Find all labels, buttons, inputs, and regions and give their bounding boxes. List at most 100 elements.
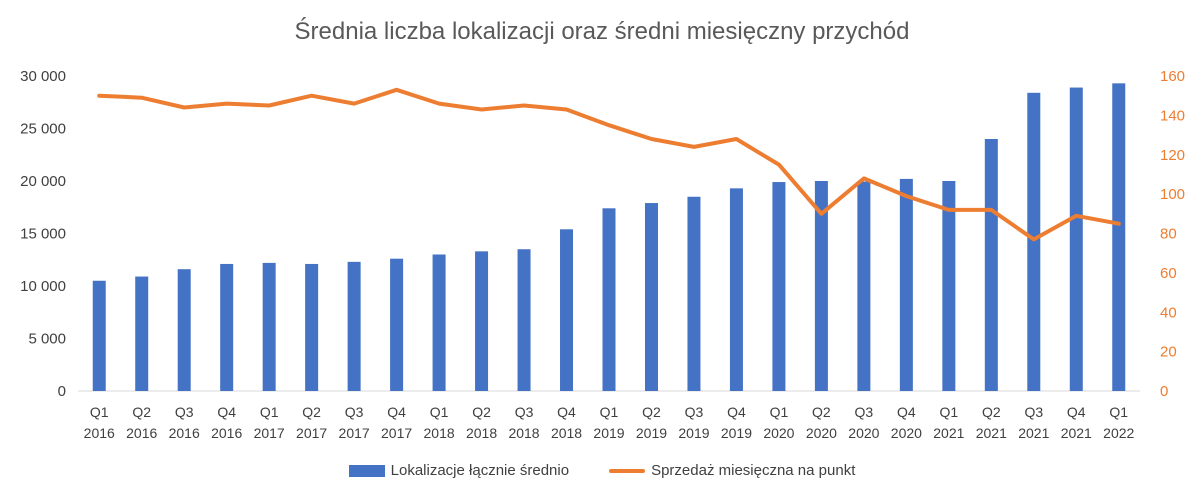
bar [772, 182, 786, 391]
bar [1027, 92, 1041, 392]
right-tick-label: 100 [1160, 186, 1185, 203]
bar [475, 251, 489, 391]
category-label-quarter: Q2 [132, 404, 151, 420]
category-label-year: 2017 [296, 425, 327, 441]
category-label-quarter: Q1 [1109, 404, 1128, 420]
bar [262, 262, 276, 391]
right-tick-label: 160 [1160, 68, 1185, 85]
category-label-quarter: Q3 [345, 404, 364, 420]
right-tick-label: 80 [1160, 226, 1177, 243]
category-label-quarter: Q2 [472, 404, 491, 420]
category-label-quarter: Q2 [642, 404, 661, 420]
category-label-year: 2019 [636, 425, 667, 441]
category-label-year: 2018 [551, 425, 582, 441]
category-label-quarter: Q2 [982, 404, 1001, 420]
category-label-quarter: Q4 [217, 404, 236, 420]
chart-title: Średnia liczba lokalizacji oraz średni m… [294, 18, 910, 45]
right-tick-label: 60 [1160, 265, 1177, 282]
bar [644, 203, 658, 391]
right-tick-label: 40 [1160, 304, 1177, 321]
category-label-year: 2021 [1018, 425, 1049, 441]
category-label-quarter: Q3 [1024, 404, 1043, 420]
category-label-year: 2019 [721, 425, 752, 441]
bar [560, 229, 574, 391]
left-tick-label: 25 000 [20, 121, 66, 138]
category-label-quarter: Q3 [685, 404, 704, 420]
bar [390, 258, 404, 391]
category-label-quarter: Q1 [260, 404, 279, 420]
left-tick-label: 10 000 [20, 278, 66, 295]
legend-label-bars: Lokalizacje łącznie średnio [390, 462, 570, 479]
category-label-year: 2017 [339, 425, 370, 441]
left-tick-label: 5 000 [28, 331, 66, 348]
bar [899, 178, 913, 391]
bar [92, 280, 106, 391]
bar [135, 276, 149, 391]
category-label-quarter: Q4 [387, 404, 406, 420]
right-tick-label: 20 [1160, 344, 1177, 361]
category-label-year: 2021 [976, 425, 1007, 441]
right-axis: 0 20 40 60 80 100 120 140 160 [1160, 68, 1185, 400]
bar [942, 181, 956, 391]
left-tick-label: 15 000 [20, 226, 66, 243]
legend-swatch-line [609, 468, 646, 473]
category-label-quarter: Q4 [557, 404, 576, 420]
category-label-year: 2020 [763, 425, 794, 441]
bar [1069, 87, 1083, 392]
bar [347, 261, 361, 391]
bar [857, 181, 871, 391]
line-series [97, 87, 1121, 242]
category-label-year: 2016 [84, 425, 115, 441]
category-label-year: 2020 [806, 425, 837, 441]
category-label-quarter: Q1 [770, 404, 789, 420]
category-label-year: 2019 [593, 425, 624, 441]
bar [432, 254, 446, 391]
bar-series [92, 83, 1126, 392]
right-tick-label: 0 [1160, 383, 1168, 400]
left-tick-label: 30 000 [20, 68, 66, 85]
bar [729, 188, 743, 391]
bar [517, 249, 531, 391]
category-label-year: 2020 [848, 425, 879, 441]
legend-swatch-bar [348, 464, 385, 477]
category-label-year: 2018 [424, 425, 455, 441]
category-label-quarter: Q1 [939, 404, 958, 420]
category-label-year: 2021 [933, 425, 964, 441]
right-tick-label: 120 [1160, 147, 1185, 164]
category-label-quarter: Q4 [1067, 404, 1086, 420]
category-label-year: 2019 [678, 425, 709, 441]
category-labels: Q1 2016 Q2 2016 Q3 2016 Q4 2016 Q1 2017 Q2 2017 Q3 20… [84, 404, 1135, 441]
category-label-quarter: Q3 [515, 404, 534, 420]
legend: Lokalizacje łącznie średnio Sprzedaż mie… [0, 462, 1204, 479]
bar [814, 181, 828, 391]
category-label-year: 2017 [381, 425, 412, 441]
bar [1112, 83, 1126, 391]
category-label-quarter: Q2 [302, 404, 321, 420]
category-label-quarter: Q4 [897, 404, 916, 420]
bar [687, 196, 701, 391]
left-tick-label: 0 [58, 383, 66, 400]
category-label-quarter: Q1 [600, 404, 619, 420]
category-label-quarter: Q1 [430, 404, 449, 420]
category-label-year: 2020 [891, 425, 922, 441]
category-label-year: 2016 [169, 425, 200, 441]
category-label-quarter: Q2 [812, 404, 831, 420]
left-axis: 0 5 000 10 000 15 000 20 000 25 000 30 000 [20, 68, 66, 400]
category-label-year: 2016 [211, 425, 242, 441]
sales-line [97, 87, 1121, 242]
category-label-year: 2021 [1061, 425, 1092, 441]
bar [602, 208, 616, 391]
category-label-quarter: Q1 [90, 404, 109, 420]
legend-item-line: Sprzedaż miesięczna na punkt [609, 462, 855, 479]
category-label-year: 2017 [254, 425, 285, 441]
bar [177, 269, 191, 391]
category-label-quarter: Q3 [175, 404, 194, 420]
category-label-year: 2018 [466, 425, 497, 441]
category-label-quarter: Q3 [855, 404, 874, 420]
legend-label-line: Sprzedaż miesięczna na punkt [651, 462, 856, 479]
right-tick-label: 140 [1160, 107, 1185, 124]
left-tick-label: 20 000 [20, 173, 66, 190]
bar [305, 263, 319, 391]
category-label-year: 2022 [1103, 425, 1134, 441]
